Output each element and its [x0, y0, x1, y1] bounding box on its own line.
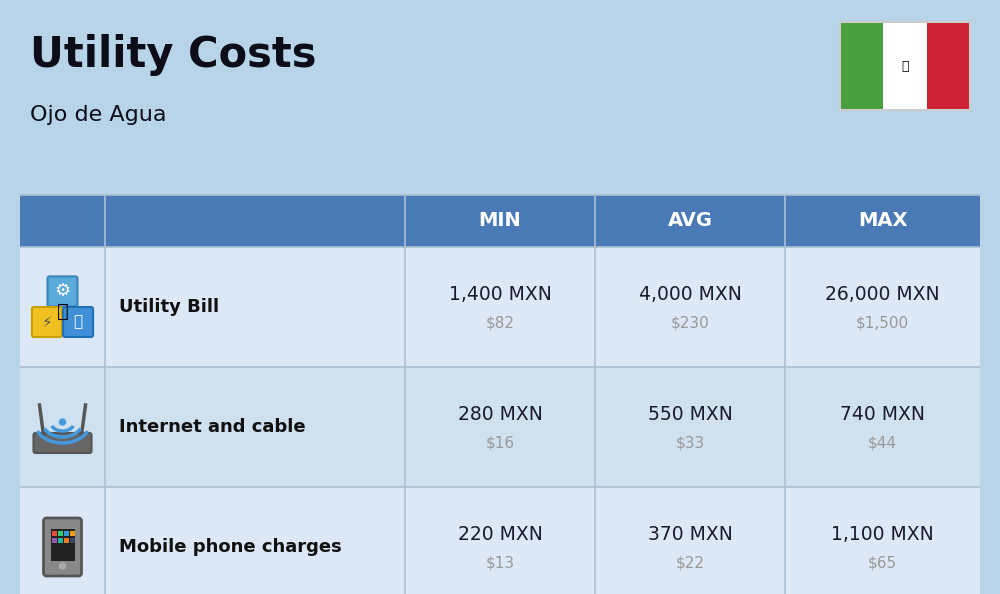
Text: ⚡: ⚡	[42, 314, 52, 330]
FancyBboxPatch shape	[48, 276, 78, 307]
Bar	[20, 487, 980, 594]
FancyBboxPatch shape	[34, 433, 92, 453]
Text: 💧: 💧	[74, 314, 83, 330]
Circle shape	[60, 419, 66, 425]
Bar	[58, 531, 62, 536]
Text: 370 MXN: 370 MXN	[648, 526, 732, 545]
Text: 280 MXN: 280 MXN	[458, 406, 542, 425]
Bar	[840, 22, 883, 110]
Text: 1,400 MXN: 1,400 MXN	[449, 286, 551, 305]
Text: $13: $13	[485, 555, 515, 570]
FancyBboxPatch shape	[63, 307, 93, 337]
Text: $82: $82	[486, 315, 514, 330]
Text: 26,000 MXN: 26,000 MXN	[825, 286, 940, 305]
Text: Utility Bill: Utility Bill	[119, 298, 219, 316]
Text: Utility Costs: Utility Costs	[30, 34, 316, 76]
FancyBboxPatch shape	[44, 518, 82, 576]
Text: 220 MXN: 220 MXN	[458, 526, 542, 545]
Text: 4,000 MXN: 4,000 MXN	[639, 286, 741, 305]
Text: $1,500: $1,500	[856, 315, 909, 330]
Text: $230: $230	[671, 315, 709, 330]
Bar	[50, 529, 74, 561]
Text: $33: $33	[675, 435, 705, 450]
Circle shape	[60, 563, 66, 569]
Text: Ojo de Agua: Ojo de Agua	[30, 105, 166, 125]
Bar	[52, 538, 56, 543]
Text: MIN: MIN	[479, 211, 521, 230]
Text: $16: $16	[485, 435, 515, 450]
Text: AVG: AVG	[668, 211, 712, 230]
Bar	[20, 247, 980, 367]
FancyBboxPatch shape	[32, 307, 62, 337]
Text: 550 MXN: 550 MXN	[648, 406, 732, 425]
Text: $22: $22	[676, 555, 704, 570]
Bar	[20, 195, 980, 247]
Bar	[58, 538, 62, 543]
Bar	[52, 531, 56, 536]
Text: $65: $65	[868, 555, 897, 570]
Text: 🔌: 🔌	[57, 302, 68, 321]
Text: 740 MXN: 740 MXN	[840, 406, 925, 425]
Text: MAX: MAX	[858, 211, 907, 230]
Bar	[70, 531, 74, 536]
Bar	[64, 531, 68, 536]
Bar	[927, 22, 970, 110]
Text: Internet and cable: Internet and cable	[119, 418, 306, 436]
Bar	[20, 367, 980, 487]
Text: 🦅: 🦅	[901, 59, 909, 72]
Text: $44: $44	[868, 435, 897, 450]
Bar	[840, 22, 970, 110]
Text: Mobile phone charges: Mobile phone charges	[119, 538, 342, 556]
Text: 1,100 MXN: 1,100 MXN	[831, 526, 934, 545]
Bar	[64, 538, 68, 543]
Text: ⚙: ⚙	[54, 282, 71, 301]
Bar	[883, 22, 927, 110]
Bar	[70, 538, 74, 543]
